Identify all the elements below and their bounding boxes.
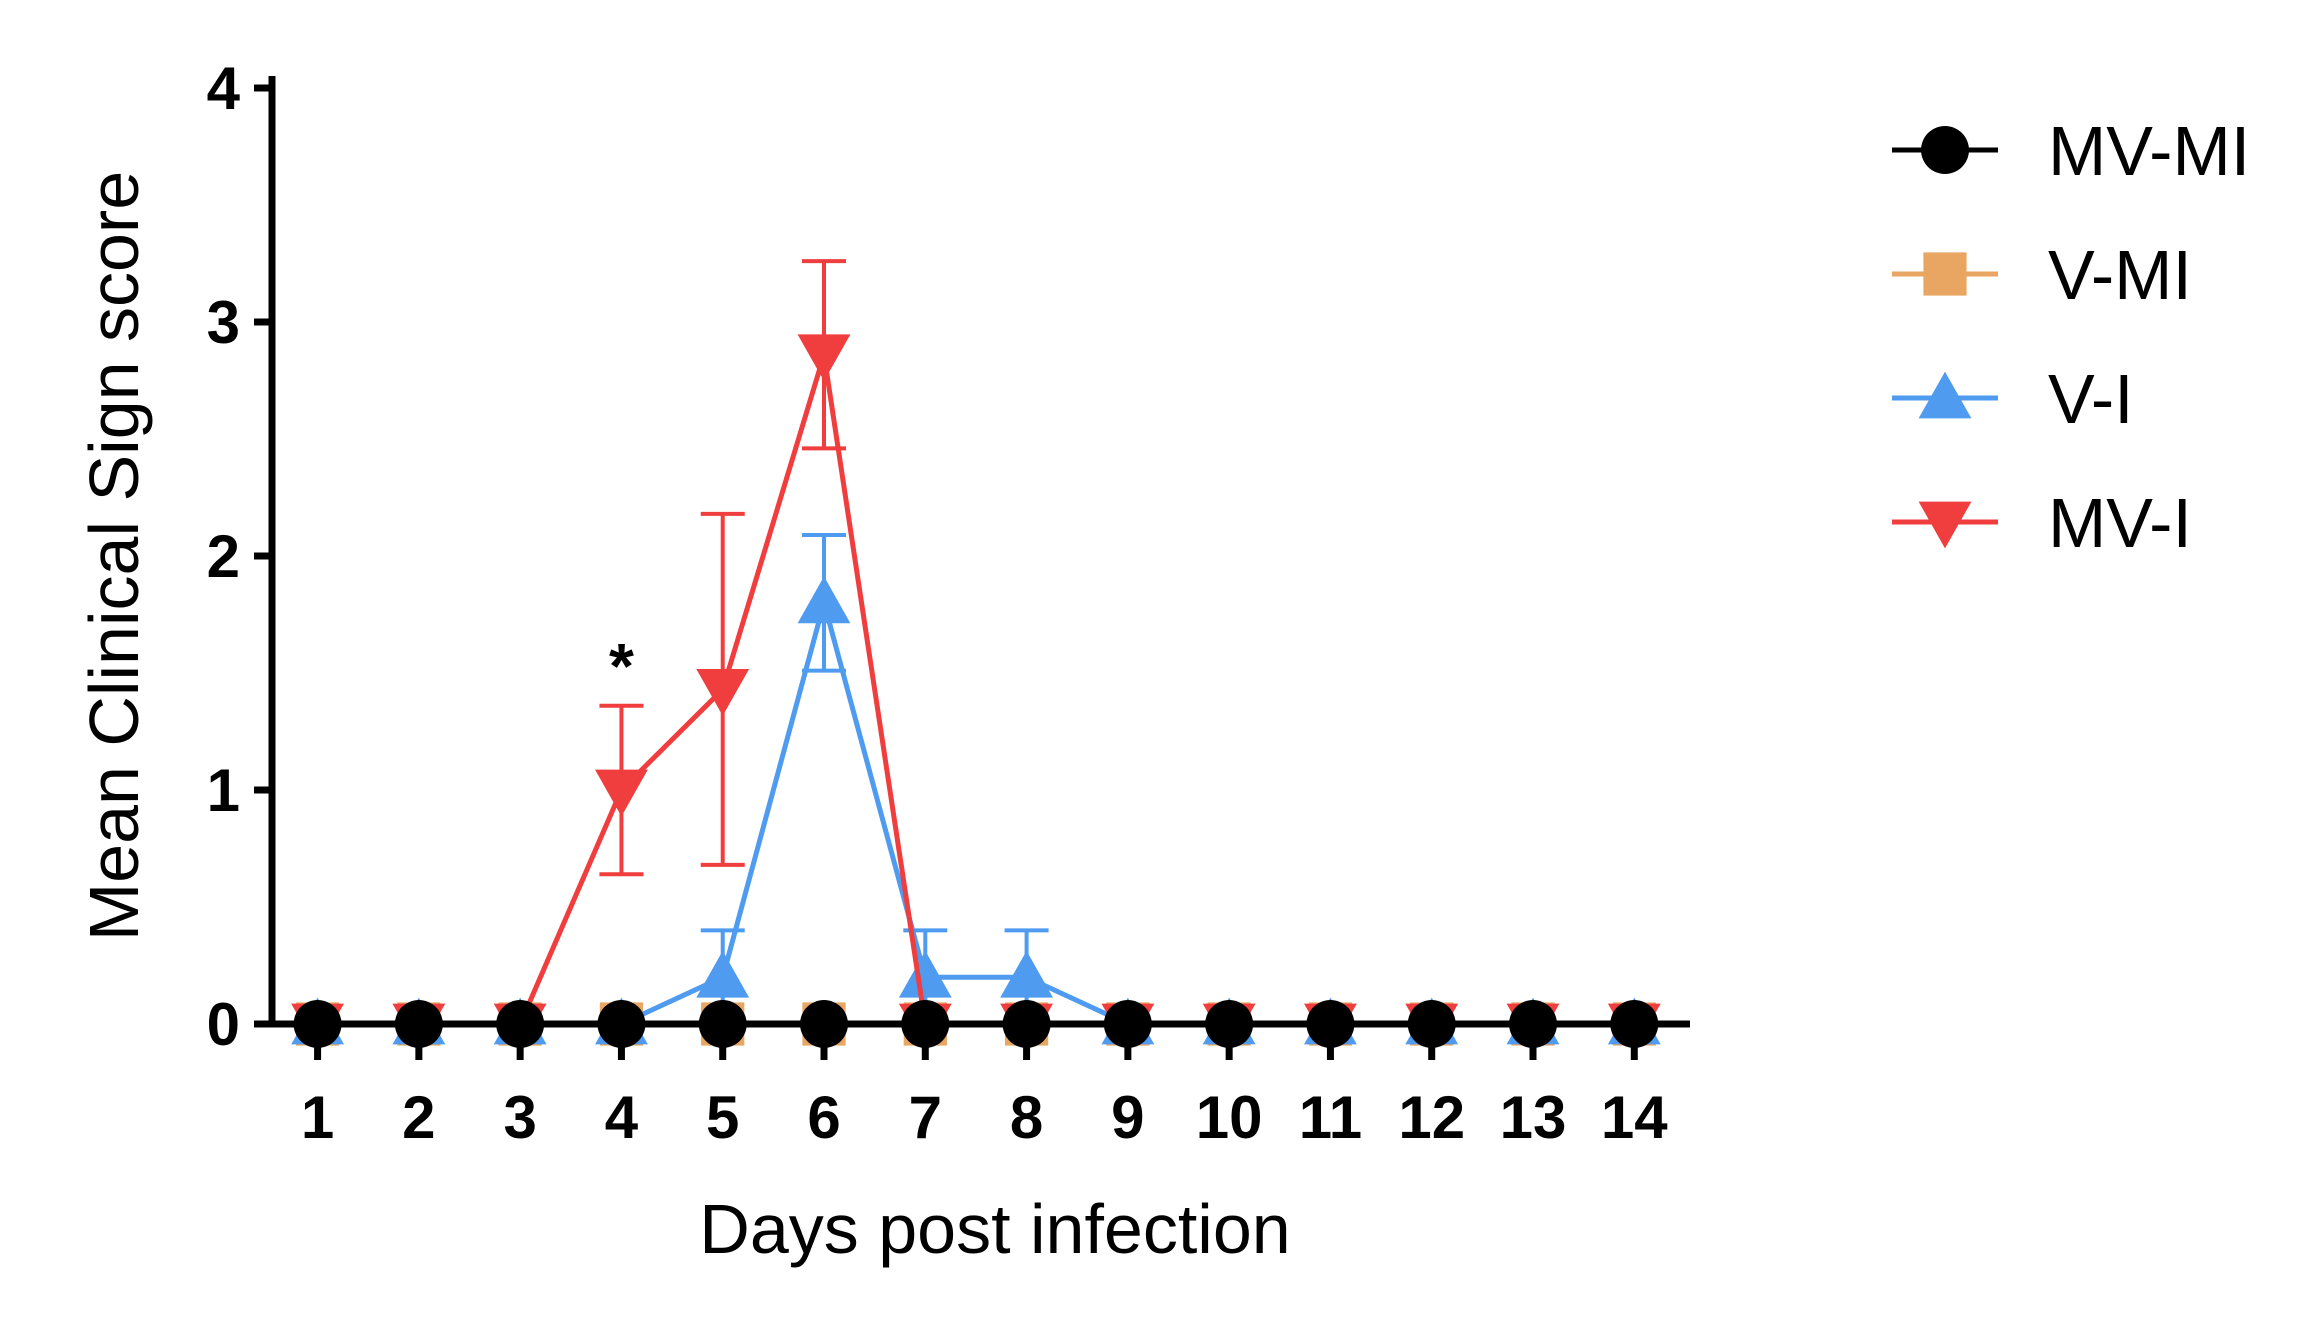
data-point-v-i <box>696 950 750 998</box>
x-axis-title: Days post infection <box>699 1190 1290 1268</box>
legend-item-mv-i: MV-I <box>1892 484 2192 562</box>
legend: MV-MI V-MI V-I MV-I <box>1892 112 2250 562</box>
x-tick-label: 1 <box>301 1084 334 1151</box>
series-v-i <box>291 532 1661 1045</box>
legend-item-v-mi: V-MI <box>1892 236 2192 314</box>
y-tick-label: 3 <box>207 289 240 356</box>
data-point-v-i <box>1000 950 1053 998</box>
legend-label: MV-I <box>2048 484 2192 562</box>
y-tick-label: 2 <box>207 523 240 590</box>
legend-marker-mv-i <box>1918 501 1972 549</box>
x-tick-label: 2 <box>402 1084 435 1151</box>
x-tick-label: 11 <box>1299 1084 1362 1151</box>
series-line-v-i <box>317 593 1635 1027</box>
legend-marker-v-i <box>1918 371 1972 419</box>
data-point-mv-i <box>696 668 750 716</box>
legend-item-mv-mi: MV-MI <box>1892 112 2250 190</box>
x-tick-label: 9 <box>1111 1084 1144 1151</box>
x-tick-label: 14 <box>1601 1084 1668 1151</box>
y-tick-label: 0 <box>207 991 240 1058</box>
axes: Days post infection Mean Clinical Sign s… <box>75 55 1690 1268</box>
legend-item-v-i: V-I <box>1892 360 2134 438</box>
y-axis-title: Mean Clinical Sign score <box>75 171 153 941</box>
x-tick-label: 6 <box>807 1084 840 1151</box>
x-tick-label: 13 <box>1500 1084 1567 1151</box>
data-point-mv-i <box>797 334 851 382</box>
y-tick-label: 4 <box>207 55 241 122</box>
data-point-mv-i <box>595 769 648 817</box>
series-line-mv-i <box>317 354 1635 1027</box>
x-tick-label: 4 <box>605 1084 639 1151</box>
legend-label: V-MI <box>2048 236 2192 314</box>
legend-label: MV-MI <box>2048 112 2250 190</box>
significance-marker: * <box>609 630 634 702</box>
plot-area: * <box>291 259 1661 1051</box>
x-tick-label: 3 <box>503 1084 536 1151</box>
x-tick-label: 5 <box>706 1084 739 1151</box>
data-point-v-i <box>797 576 851 624</box>
y-tick-label: 1 <box>207 757 240 824</box>
x-tick-label: 10 <box>1196 1084 1263 1151</box>
x-tick-label: 7 <box>909 1084 942 1151</box>
legend-marker-v-mi <box>1923 252 1967 296</box>
legend-label: V-I <box>2048 360 2134 438</box>
series-mv-i <box>291 259 1661 1051</box>
data-point-v-i <box>898 950 952 998</box>
x-tick-label: 12 <box>1398 1084 1465 1151</box>
legend-marker-mv-mi <box>1921 126 1969 174</box>
x-tick-label: 8 <box>1010 1084 1043 1151</box>
